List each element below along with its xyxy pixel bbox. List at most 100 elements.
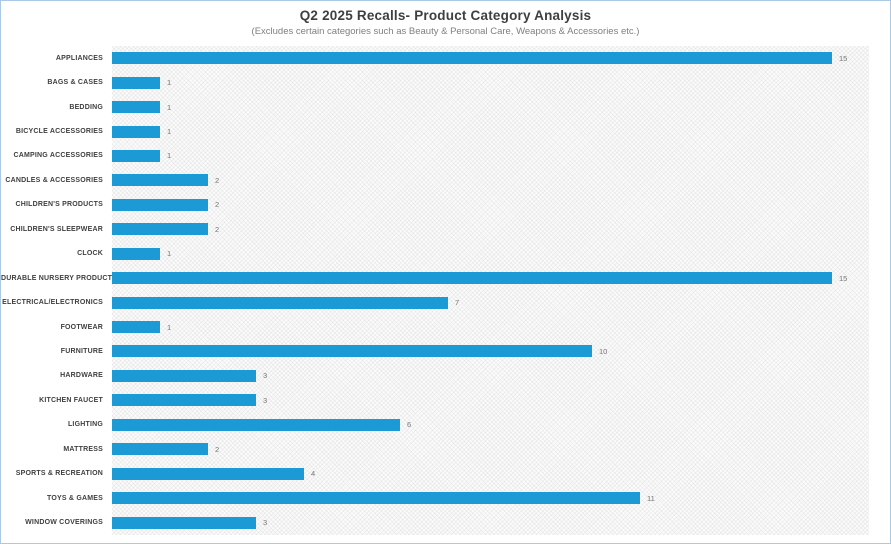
category-label: APPLIANCES (55, 54, 103, 62)
value-label: 3 (263, 518, 268, 528)
bar (112, 149, 160, 162)
bar-area: 7 (112, 290, 890, 314)
bar (112, 369, 256, 382)
category-label: FOOTWEAR (60, 323, 103, 331)
category-label: ELECTRICAL/ELECTRONICS (2, 299, 103, 307)
bar-area: 1 (112, 70, 890, 94)
bar (112, 101, 160, 114)
bar (112, 247, 160, 260)
category-label: SPORTS & RECREATION (15, 470, 103, 478)
bar-area: 2 (112, 217, 890, 241)
value-label: 4 (311, 469, 316, 479)
value-label: 3 (263, 371, 268, 381)
category-label: BICYCLE ACCESSORIES (15, 128, 103, 136)
bar-row: CANDLES & ACCESSORIES 2 (1, 168, 890, 192)
bar (112, 443, 208, 456)
value-label: 1 (167, 322, 172, 332)
bar-row: FOOTWEAR 1 (1, 315, 890, 339)
bar (112, 516, 256, 529)
category-label: MATTRESS (63, 445, 103, 453)
bar-area: 1 (112, 144, 890, 168)
bar-area: 3 (112, 388, 890, 412)
value-label: 1 (167, 78, 172, 88)
value-label: 10 (599, 346, 608, 356)
chart-subtitle: (Excludes certain categories such as Bea… (251, 26, 640, 37)
bar-row: FURNITURE 10 (1, 339, 890, 363)
bar (112, 492, 640, 505)
bar-row: TOYS & GAMES 11 (1, 486, 890, 510)
value-label: 2 (215, 224, 220, 234)
bar-row: HARDWARE 3 (1, 364, 890, 388)
bar-area: 2 (112, 437, 890, 461)
bar (112, 394, 256, 407)
value-label: 11 (647, 493, 655, 503)
bar-row: BICYCLE ACCESSORIES 1 (1, 119, 890, 143)
bar-row: WINDOW COVERINGS 3 (1, 510, 890, 534)
category-label: BEDDING (69, 103, 103, 111)
bar-area: 15 (112, 266, 890, 290)
bar-area: 1 (112, 119, 890, 143)
bar-row: MATTRESS 2 (1, 437, 890, 461)
bar (112, 125, 160, 138)
category-label: HARDWARE (60, 372, 103, 380)
category-label: CHILDREN'S PRODUCTS (15, 201, 103, 209)
value-label: 2 (215, 175, 220, 185)
bar-area: 1 (112, 315, 890, 339)
value-label: 1 (167, 102, 172, 112)
category-label: CAMPING ACCESSORIES (13, 152, 103, 160)
value-label: 15 (839, 273, 848, 283)
bar-row: APPLIANCES 15 (1, 46, 890, 70)
bar-area: 1 (112, 95, 890, 119)
value-label: 2 (215, 444, 220, 454)
value-label: 2 (215, 200, 220, 210)
bar (112, 345, 592, 358)
category-label: DURABLE NURSERY PRODUCT (1, 274, 113, 282)
bar (112, 418, 400, 431)
bar-area: 6 (112, 413, 890, 437)
value-label: 15 (839, 53, 848, 63)
bar (112, 52, 832, 65)
plot-area (112, 46, 869, 535)
value-label: 1 (167, 151, 172, 161)
bar-row: CAMPING ACCESSORIES 1 (1, 144, 890, 168)
bar (112, 174, 208, 187)
bar-area: 3 (112, 510, 890, 534)
bar (112, 467, 304, 480)
bar-row: CLOCK 1 (1, 242, 890, 266)
value-label: 3 (263, 395, 268, 405)
category-label: CHILDREN'S SLEEPWEAR (10, 225, 103, 233)
category-label: LIGHTING (67, 421, 103, 429)
category-label: KITCHEN FAUCET (39, 396, 103, 404)
category-label: CLOCK (77, 250, 103, 258)
value-label: 6 (407, 420, 412, 430)
bar-row: BAGS & CASES 1 (1, 70, 890, 94)
bar (112, 198, 208, 211)
bar-area: 15 (112, 46, 890, 70)
category-label: WINDOW COVERINGS (25, 519, 103, 527)
value-label: 1 (167, 127, 172, 137)
bar-area: 3 (112, 364, 890, 388)
bar-row: CHILDREN'S PRODUCTS 2 (1, 193, 890, 217)
bar-area: 2 (112, 193, 890, 217)
bar (112, 76, 160, 89)
bar-area: 2 (112, 168, 890, 192)
chart-title: Q2 2025 Recalls- Product Category Analys… (299, 8, 592, 23)
category-label: TOYS & GAMES (47, 494, 103, 502)
bar-row: KITCHEN FAUCET 3 (1, 388, 890, 412)
bar-row: LIGHTING 6 (1, 413, 890, 437)
category-label: FURNITURE (60, 347, 103, 355)
bar-row: BEDDING 1 (1, 95, 890, 119)
value-label: 1 (167, 249, 172, 259)
bar-row: ELECTRICAL/ELECTRONICS 7 (1, 290, 890, 314)
bar-row: DURABLE NURSERY PRODUCT 15 (1, 266, 890, 290)
category-label: CANDLES & ACCESSORIES (5, 176, 103, 184)
bar-area: 1 (112, 242, 890, 266)
bar-row: CHILDREN'S SLEEPWEAR 2 (1, 217, 890, 241)
bar-rows: APPLIANCES 15 BAGS & CASES 1 BEDDING 1 B… (1, 46, 890, 535)
category-label: BAGS & CASES (47, 79, 103, 87)
bar-row: SPORTS & RECREATION 4 (1, 461, 890, 485)
bar (112, 223, 208, 236)
bar-area: 11 (112, 486, 890, 510)
bar (112, 296, 448, 309)
